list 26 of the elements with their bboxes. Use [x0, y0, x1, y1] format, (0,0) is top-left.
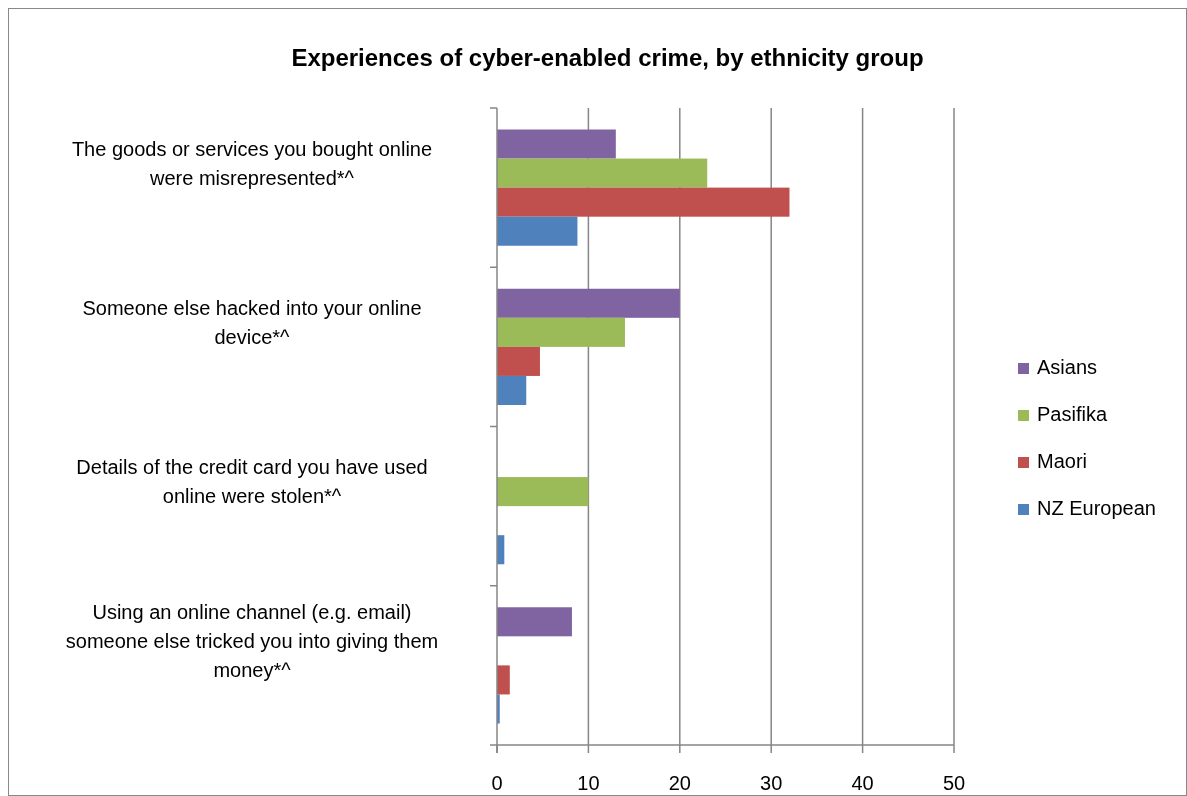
x-tick-label: 10 [577, 772, 600, 794]
chart-title: Experiences of cyber-enabled crime, by ethnicity group [291, 44, 924, 71]
legend-label: NZ European [1037, 497, 1156, 519]
y-tick-label: Using an online channel (e.g. email) someone else tricked you into giving them money*^ [65, 601, 439, 682]
bar [497, 665, 510, 695]
bar [497, 187, 790, 217]
legend-label: Asians [1037, 356, 1098, 378]
y-tick-label: The goods or services you bought online were misrepresented*^ [71, 137, 433, 189]
legend-label: Pasifika [1037, 403, 1108, 425]
bar [497, 216, 578, 246]
x-tick-label: 20 [668, 772, 691, 794]
bar [497, 129, 616, 159]
y-tick-label: Someone else hacked into your online device*^ [82, 296, 422, 348]
bar [497, 288, 680, 318]
bar [497, 317, 625, 347]
bar [497, 477, 589, 507]
bar [497, 375, 527, 405]
x-tick-label: 30 [760, 772, 783, 794]
legend-label: Maori [1037, 450, 1088, 472]
bar [497, 607, 572, 637]
y-tick-label: Details of the credit card you have used online were stolen*^ [76, 456, 428, 508]
bar [497, 158, 708, 188]
bar [497, 346, 540, 376]
x-tick-label: 50 [942, 772, 966, 794]
x-tick-label: 0 [491, 772, 503, 794]
x-tick-label: 40 [851, 772, 874, 794]
